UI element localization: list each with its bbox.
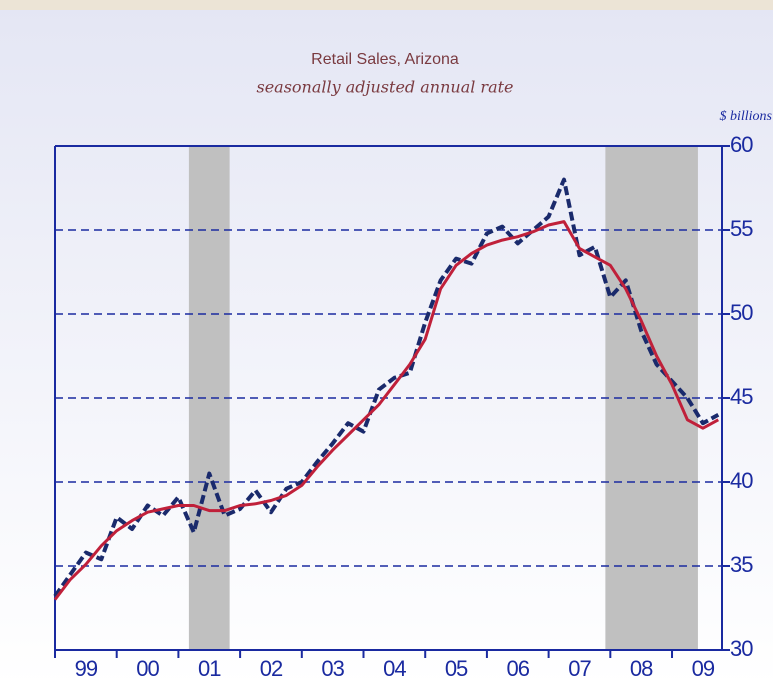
y-tick-label: 35	[730, 552, 753, 577]
x-tick-label: 08	[630, 656, 653, 681]
chart-title: Retail Sales, Arizona	[311, 51, 459, 68]
chart-subtitle: seasonally adjusted annual rate	[256, 78, 513, 97]
recession-shade	[188, 146, 230, 650]
x-tick-label: 03	[321, 656, 344, 681]
raw-series-line	[53, 177, 720, 598]
x-tick-label: 00	[136, 656, 159, 681]
y-tick-label: 60	[730, 132, 753, 157]
y-tick-label: 50	[730, 300, 753, 325]
y-tick-label: 55	[730, 216, 753, 241]
x-tick-label: 09	[692, 656, 715, 681]
top-band	[0, 0, 773, 10]
x-tick-label: 99	[75, 656, 98, 681]
y-tick-label: 30	[730, 636, 753, 661]
trend-line	[53, 220, 720, 601]
x-tick-label: 06	[507, 656, 530, 681]
y-axis-label: $ billions	[719, 109, 772, 124]
y-tick-label: 45	[730, 384, 753, 409]
x-tick-label: 02	[260, 656, 283, 681]
x-tick-label: 01	[198, 656, 221, 681]
x-tick-label: 04	[383, 656, 406, 681]
x-tick-label: 05	[445, 656, 468, 681]
y-tick-label: 40	[730, 468, 753, 493]
x-tick-label: 07	[568, 656, 591, 681]
